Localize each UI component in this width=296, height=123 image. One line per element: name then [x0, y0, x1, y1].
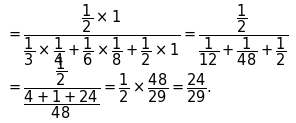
- Text: $ = \dfrac{\dfrac{1}{2} \times 1}{\dfrac{1}{3} \times \dfrac{1}{4} + \dfrac{1}{6: $ = \dfrac{\dfrac{1}{2} \times 1}{\dfrac…: [6, 2, 288, 68]
- Text: $ = \dfrac{\dfrac{1}{2}}{\dfrac{4 + 1 + 24}{48}} = \dfrac{1}{2} \times \dfrac{48: $ = \dfrac{\dfrac{1}{2}}{\dfrac{4 + 1 + …: [6, 55, 212, 121]
